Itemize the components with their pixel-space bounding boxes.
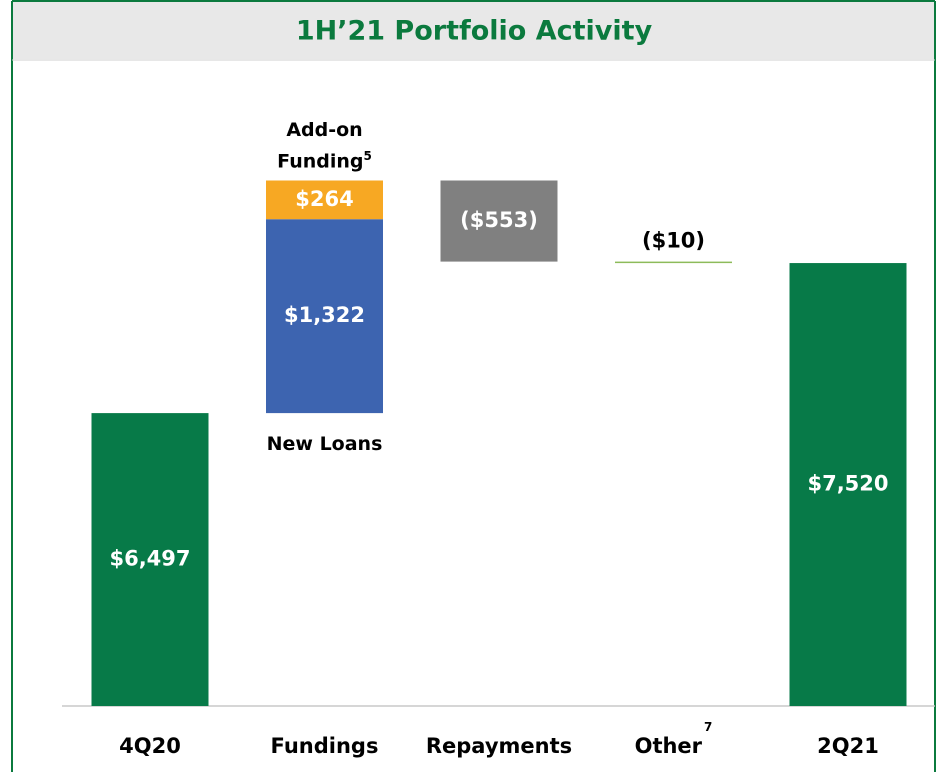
value-label: $6,497 xyxy=(109,547,190,571)
value-label: $264 xyxy=(295,187,353,211)
bar xyxy=(266,180,383,220)
x-tick-label: 2Q21 xyxy=(817,734,879,758)
bar xyxy=(789,263,907,706)
bar xyxy=(266,219,383,414)
value-label: $7,520 xyxy=(807,472,888,496)
segment-name: Add-on Funding5 xyxy=(265,117,385,174)
x-tick-label: 4Q20 xyxy=(119,734,181,758)
category-name: Other xyxy=(635,734,703,758)
segment-name-text: Add-on Funding xyxy=(277,119,364,173)
segment-name: New Loans xyxy=(265,431,385,457)
value-label: ($553) xyxy=(460,208,538,232)
bar xyxy=(440,180,558,262)
x-tick-label: Repayments xyxy=(426,734,572,758)
category-name: 2Q21 xyxy=(817,734,879,758)
x-tick-label: Fundings xyxy=(271,734,379,758)
footnote-mark: 5 xyxy=(363,149,372,164)
category-name: Fundings xyxy=(271,734,379,758)
category-name: Repayments xyxy=(426,734,572,758)
value-label: $1,322 xyxy=(284,303,365,327)
header-band xyxy=(12,1,935,59)
chart-title: 1H’21 Portfolio Activity xyxy=(296,16,653,47)
footnote-mark: 7 xyxy=(704,720,712,734)
bar xyxy=(91,413,209,706)
value-label: ($10) xyxy=(642,229,705,253)
bar xyxy=(615,261,732,264)
category-name: 4Q20 xyxy=(119,734,181,758)
segment-name-text: New Loans xyxy=(266,433,383,456)
x-tick-label: Other7 xyxy=(635,720,713,759)
